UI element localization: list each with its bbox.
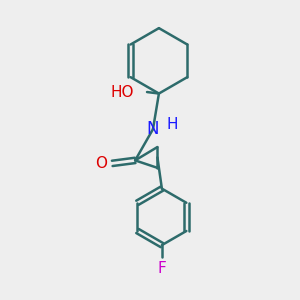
Text: N: N	[147, 120, 159, 138]
Text: F: F	[158, 262, 166, 277]
Text: HO: HO	[110, 85, 134, 100]
Text: O: O	[95, 156, 107, 171]
Text: H: H	[166, 117, 178, 132]
